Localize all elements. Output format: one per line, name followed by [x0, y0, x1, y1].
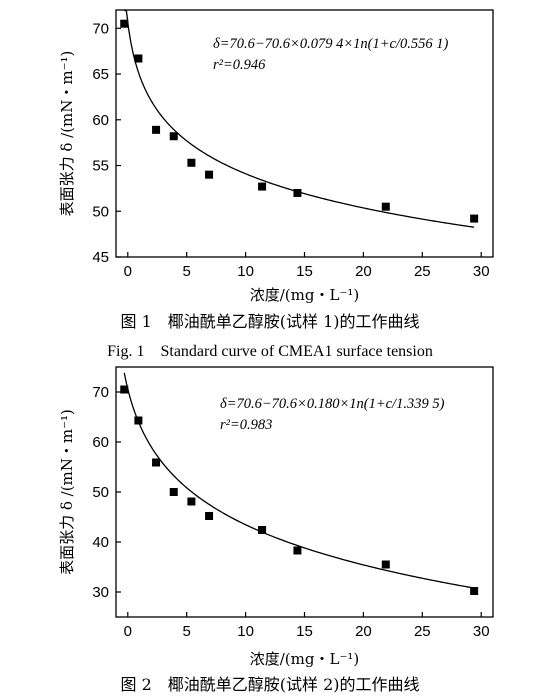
- data-point: [134, 54, 143, 63]
- data-point: [152, 458, 161, 467]
- x-tick-label: 30: [473, 263, 490, 280]
- chart-panel-2: 0 5 10 15 20 25 30 30 40 50 60 70 δ=70.6−70.6×0.180×…: [58, 366, 494, 694]
- x-axis-title: 浓度/(mg・L⁻¹): [250, 286, 359, 304]
- chart-panel-1: 0 5 10 15 20 25 30 45 50 55 60 65 70 δ=70.6−70.6×0.07…: [58, 9, 494, 360]
- figure-caption-cn: 图 1 椰油酰单乙醇胺(试样 1)的工作曲线: [120, 312, 419, 331]
- data-point: [134, 416, 143, 425]
- data-point: [258, 526, 267, 534]
- y-tick-label: 60: [92, 112, 109, 129]
- data-point: [187, 497, 196, 506]
- data-point: [169, 488, 178, 496]
- y-tick-label: 50: [92, 484, 109, 501]
- x-tick-label: 20: [355, 263, 372, 280]
- y-tick-label: 30: [92, 584, 109, 601]
- data-point: [381, 560, 390, 569]
- data-point: [258, 182, 267, 191]
- x-tick-label: 30: [473, 623, 490, 640]
- y-tick-label: 70: [92, 384, 109, 401]
- fit-equation: δ=70.6−70.6×0.180×1n(1+c/1.339 5): [220, 396, 445, 412]
- x-tick-label: 20: [355, 623, 372, 640]
- y-tick-label: 70: [92, 20, 109, 37]
- x-tick-label: 25: [414, 263, 431, 280]
- data-point: [187, 158, 196, 167]
- x-tick-label: 10: [237, 263, 254, 280]
- data-point: [120, 19, 129, 28]
- r-squared: r²=0.946: [213, 57, 266, 73]
- x-tick-label: 5: [183, 623, 191, 640]
- r-squared: r²=0.983: [220, 417, 272, 433]
- data-point: [205, 170, 214, 179]
- y-tick-label: 65: [92, 66, 109, 83]
- fit-equation: δ=70.6−70.6×0.079 4×1n(1+c/0.556 1): [213, 36, 448, 52]
- x-tick-label: 5: [183, 263, 191, 280]
- data-point: [293, 546, 302, 555]
- data-point: [470, 214, 479, 223]
- data-point: [169, 132, 178, 141]
- x-tick-label: 25: [414, 623, 431, 640]
- data-point: [120, 385, 129, 394]
- y-axis-title: 表面张力 δ /(mN・m⁻¹): [58, 409, 76, 575]
- y-tick-label: 50: [92, 203, 109, 220]
- x-tick-label: 15: [296, 623, 313, 640]
- x-axis-title: 浓度/(mg・L⁻¹): [250, 650, 359, 668]
- y-tick-label: 55: [92, 158, 109, 175]
- data-point: [205, 512, 214, 520]
- data-point: [470, 587, 479, 595]
- x-tick-label: 0: [124, 623, 132, 640]
- x-tick-label: 15: [296, 263, 313, 280]
- y-axis-title: 表面张力 δ /(mN・m⁻¹): [58, 51, 76, 217]
- figure-caption-cn: 图 2 椰油酰单乙醇胺(试样 2)的工作曲线: [120, 675, 419, 694]
- fit-curve: [123, 372, 475, 589]
- data-point: [152, 125, 161, 134]
- y-tick-label: 45: [92, 249, 109, 266]
- figure-caption-en: Fig. 1 Standard curve of CMEA1 surface t…: [107, 343, 433, 360]
- data-point: [293, 188, 302, 197]
- data-point: [381, 202, 390, 211]
- y-tick-label: 40: [92, 534, 109, 551]
- x-tick-label: 0: [124, 263, 132, 280]
- y-tick-label: 60: [92, 434, 109, 451]
- x-tick-label: 10: [237, 623, 254, 640]
